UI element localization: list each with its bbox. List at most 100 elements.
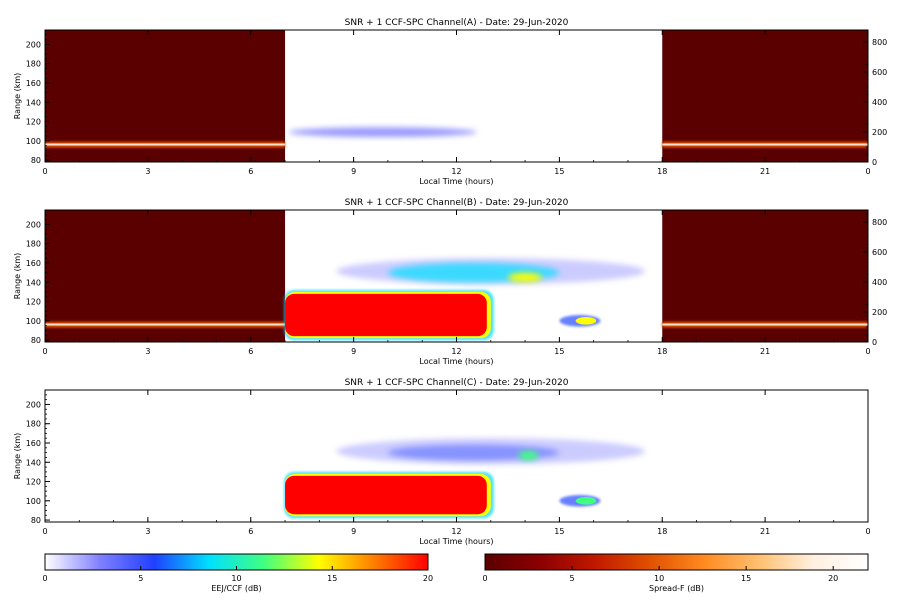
y-tick-label: 120 [26,298,41,307]
y-tick-label: 140 [26,98,41,107]
right-tick-label: 800 [872,218,887,227]
x-tick-label: 6 [248,527,253,536]
right-tick-label: 0 [872,158,877,167]
y-axis-label: Range (km) [13,73,22,120]
right-tick-label: 600 [872,68,887,77]
spread-f-region [45,210,286,342]
x-tick-label: 12 [451,167,461,176]
eej-echo [284,471,494,519]
right-axis: 0 200 400 600 800 [863,34,887,167]
y-tick-label: 200 [26,220,41,229]
y-axis: 80 100 120 140 160 180 200 Range (km) [13,214,50,345]
y-tick-label: 140 [26,458,41,467]
colorbar-tick-label: 15 [327,574,337,583]
x-tick-label: 12 [451,527,461,536]
x-tick-label: 3 [145,347,150,356]
right-tick-label: 600 [872,248,887,257]
right-tick-label: 400 [872,278,887,287]
panel-c: SNR + 1 CCF-SPC Channel(C) - Date: 29-Ju… [13,378,871,546]
colorbar-spread-f: 0 5 10 15 20 Spread-F (dB) [482,553,869,593]
right-tick-label: 200 [872,308,887,317]
panel-title: SNR + 1 CCF-SPC Channel(A) - Date: 29-Ju… [345,18,569,28]
colorbar-label: Spread-F (dB) [649,584,704,593]
x-tick-label: 9 [351,167,356,176]
y-tick-label: 80 [31,516,41,525]
x-tick-label: 0 [42,167,47,176]
plot-area [284,438,646,519]
right-tick-label: 0 [872,338,877,347]
y-tick-label: 160 [26,79,41,88]
x-axis: 0 3 6 9 12 15 18 21 0 Local Time (hours) [42,210,871,366]
y-tick-label: 100 [26,317,41,326]
y-tick-label: 100 [26,137,41,146]
panel-title: SNR + 1 CCF-SPC Channel(C) - Date: 29-Ju… [345,378,569,388]
plot-area [45,30,868,162]
x-tick-label: 0 [865,167,870,176]
eej-echo-core [285,475,487,515]
y-tick-label: 120 [26,478,41,487]
x-axis-label: Local Time (hours) [419,177,493,186]
panel-a: SNR + 1 CCF-SPC Channel(A) - Date: 29-Ju… [13,18,887,186]
x-tick-label: 6 [248,167,253,176]
y-tick-label: 100 [26,497,41,506]
y-tick-label: 180 [26,60,41,69]
spread-f-region [662,30,868,162]
x-tick-label: 15 [554,527,564,536]
colorbar-scale [484,553,869,571]
y-tick-label: 80 [31,336,41,345]
x-tick-label: 3 [145,527,150,536]
y-tick-label: 140 [26,278,41,287]
x-tick-label: 0 [42,527,47,536]
colorbar-tick-label: 20 [828,574,838,583]
colorbar-eej: 0 5 10 15 20 EEJ/CCF (dB) [42,553,433,593]
panel-b: SNR + 1 CCF-SPC Channel(B) - Date: 29-Ju… [13,198,887,366]
spread-f-layer-core [45,323,286,326]
y-tick-label: 120 [26,118,41,127]
y-tick-label: 160 [26,439,41,448]
x-tick-label: 0 [865,527,870,536]
spread-f-layer-core [662,323,868,326]
x-tick-label: 3 [145,167,150,176]
ccf-echo [518,450,539,461]
x-axis-label: Local Time (hours) [419,357,493,366]
x-tick-label: 21 [760,527,770,536]
x-tick-label: 9 [351,527,356,536]
y-tick-label: 180 [26,240,41,249]
spread-f-region [45,30,286,162]
spread-f-layer-core [45,143,286,146]
colorbar-tick-label: 5 [569,574,574,583]
x-tick-label: 6 [248,347,253,356]
colorbar-tick-label: 20 [423,574,433,583]
right-axis: 0 200 400 600 800 [863,214,887,347]
plot-area [45,210,868,342]
colorbar-tick-label: 5 [138,574,143,583]
eej-patch-inner [575,316,597,325]
colorbar-label: EEJ/CCF (dB) [211,584,261,593]
y-tick-label: 180 [26,420,41,429]
eej-patch-inner [575,496,597,505]
x-tick-label: 18 [657,167,667,176]
colorbar-tick-label: 10 [231,574,241,583]
y-tick-label: 200 [26,400,41,409]
x-tick-label: 15 [554,167,564,176]
y-tick-label: 80 [31,156,41,165]
x-tick-label: 12 [451,347,461,356]
x-axis: 0 3 6 9 12 15 18 21 0 Local Time (hours) [42,390,871,546]
y-tick-label: 200 [26,40,41,49]
ccf-echo [507,272,543,283]
x-tick-label: 18 [657,347,667,356]
spread-f-region [662,210,868,342]
x-tick-label: 15 [554,347,564,356]
x-tick-label: 9 [351,347,356,356]
colorbar-tick-label: 0 [42,574,47,583]
colorbar-tick-label: 10 [654,574,664,583]
right-tick-label: 400 [872,98,887,107]
x-tick-label: 0 [42,347,47,356]
y-axis: 80 100 120 140 160 180 200 Range (km) [13,394,50,525]
right-tick-label: 200 [872,128,887,137]
x-tick-label: 21 [760,347,770,356]
x-tick-label: 0 [865,347,870,356]
y-axis-label: Range (km) [13,253,22,300]
spread-f-layer-core [662,143,868,146]
